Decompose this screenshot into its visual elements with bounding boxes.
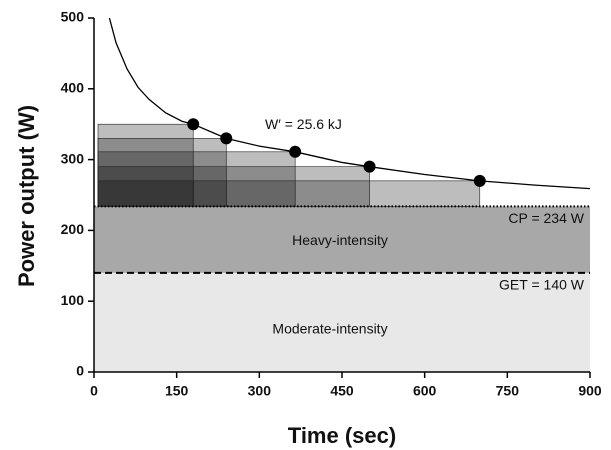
zone-label: Heavy-intensity <box>292 232 388 248</box>
x-tick-label: 750 <box>496 383 520 399</box>
work-block <box>97 180 481 207</box>
point <box>187 118 200 131</box>
work-block <box>97 151 296 207</box>
x-tick-label: 150 <box>165 383 189 399</box>
work-block <box>97 138 227 207</box>
x-tick-label: 450 <box>330 383 354 399</box>
y-tick-label: 0 <box>76 363 84 379</box>
point <box>289 145 302 158</box>
x-axis-label: Time (sec) <box>288 423 396 448</box>
y-axis-label: Power output (W) <box>14 105 39 287</box>
threshold-label: GET = 140 W <box>499 277 585 293</box>
zone <box>94 206 590 273</box>
x-tick-label: 300 <box>248 383 272 399</box>
annotation: W′ = 25.6 kJ <box>265 116 342 132</box>
y-tick-label: 500 <box>61 9 85 25</box>
x-tick-label: 0 <box>90 383 98 399</box>
y-tick-label: 100 <box>61 292 85 308</box>
y-tick-label: 400 <box>61 80 85 96</box>
threshold-label: CP = 234 W <box>508 210 584 226</box>
y-tick-label: 200 <box>61 221 85 237</box>
zone-label: Moderate-intensity <box>272 321 387 337</box>
x-tick-label: 600 <box>413 383 437 399</box>
y-tick-label: 300 <box>61 150 85 166</box>
point <box>363 160 376 173</box>
x-tick-label: 900 <box>578 383 602 399</box>
point <box>473 174 486 187</box>
point <box>220 132 233 145</box>
work-block <box>97 166 370 207</box>
zone <box>94 272 590 372</box>
